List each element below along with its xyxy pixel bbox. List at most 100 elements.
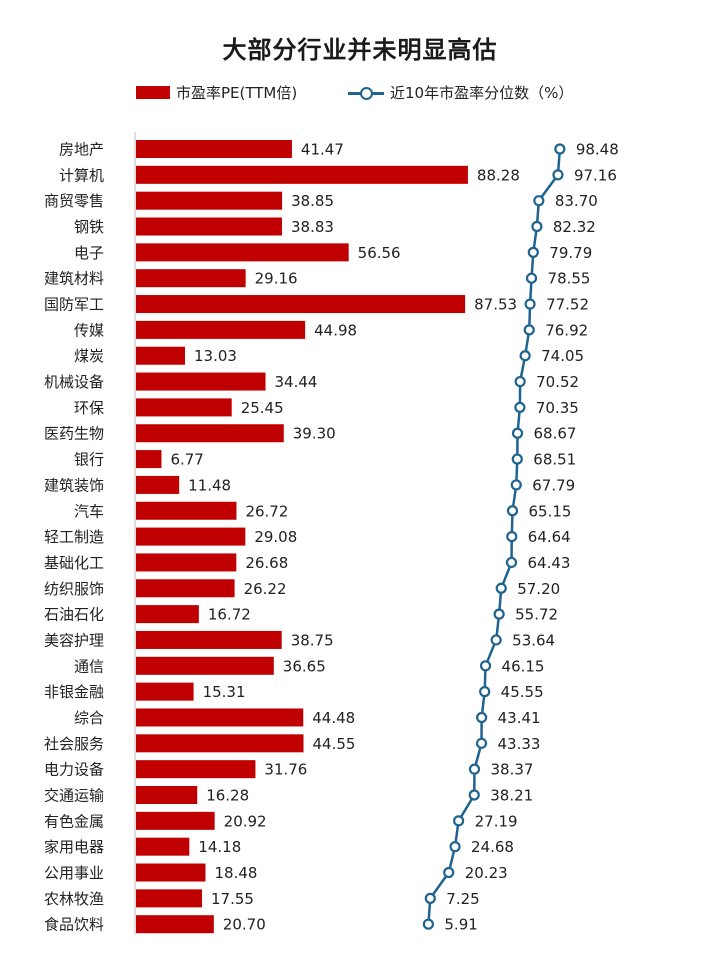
- percentile-marker: [506, 505, 519, 517]
- percentile-value-label: 70.35: [536, 399, 579, 417]
- pe-bar: [136, 708, 304, 727]
- pe-value-label: 14.18: [198, 838, 241, 856]
- pe-value-label: 25.45: [241, 399, 284, 417]
- category-label: 家用电器: [44, 838, 104, 856]
- pe-value-label: 6.77: [170, 451, 203, 469]
- percentile-value-label: 67.79: [532, 476, 575, 494]
- percentile-marker: [490, 634, 502, 646]
- pe-value-label: 16.72: [208, 606, 251, 624]
- percentile-marker: [493, 608, 505, 620]
- pe-value-label: 34.44: [274, 373, 317, 391]
- category-label: 公用事业: [44, 864, 104, 882]
- category-label: 传媒: [74, 321, 104, 339]
- pe-value-label: 38.85: [291, 192, 334, 210]
- percentile-marker: [525, 272, 538, 284]
- legend-label-pe: 市盈率PE(TTM倍): [176, 84, 298, 102]
- pe-value-label: 26.72: [245, 502, 288, 520]
- pe-value-label: 38.75: [291, 631, 334, 649]
- percentile-value-label: 45.55: [501, 683, 544, 701]
- legend: 市盈率PE(TTM倍) 近10年市盈率分位数（%）: [0, 82, 720, 104]
- pe-bar: [136, 786, 198, 804]
- pe-bar: [136, 295, 466, 314]
- percentile-value-label: 43.41: [498, 709, 541, 727]
- percentile-marker: [514, 401, 526, 413]
- pe-value-label: 44.55: [313, 735, 356, 753]
- pe-bar: [136, 217, 283, 236]
- percentile-value-label: 43.33: [498, 735, 541, 753]
- pe-bar: [136, 191, 283, 210]
- percentile-marker: [510, 479, 522, 491]
- pe-value-label: 41.47: [301, 141, 344, 159]
- category-label: 机械设备: [44, 373, 104, 391]
- percentile-marker: [468, 789, 480, 801]
- pe-bar: [136, 656, 274, 675]
- category-label: 钢铁: [74, 218, 104, 236]
- percentile-marker: [533, 195, 545, 207]
- legend-bar-swatch: [136, 86, 170, 99]
- pe-value-label: 20.70: [223, 916, 266, 934]
- percentile-value-label: 46.15: [502, 657, 545, 675]
- pe-bar: [136, 863, 206, 882]
- pe-value-label: 87.53: [474, 296, 517, 314]
- pe-bar: [136, 915, 214, 934]
- percentile-value-label: 5.91: [444, 916, 477, 934]
- percentile-marker: [531, 220, 543, 233]
- category-label: 房地产: [59, 141, 104, 159]
- category-label: 石油石化: [44, 606, 104, 624]
- percentile-value-label: 27.19: [475, 812, 518, 830]
- pe-bar: [136, 682, 194, 701]
- pe-value-label: 56.56: [358, 244, 401, 262]
- category-label: 环保: [74, 399, 104, 417]
- pe-bar: [136, 140, 292, 158]
- pe-bar: [136, 269, 246, 288]
- percentile-value-label: 65.15: [529, 502, 572, 520]
- percentile-marker: [443, 866, 455, 879]
- pe-bar: [136, 837, 190, 856]
- percentile-value-label: 76.92: [545, 321, 588, 339]
- percentile-value-label: 24.68: [471, 838, 514, 856]
- legend-line-swatch: [348, 86, 384, 100]
- category-label: 银行: [74, 451, 104, 469]
- pe-bar: [136, 346, 185, 365]
- percentile-value-label: 68.67: [534, 425, 577, 443]
- category-label: 电子: [74, 244, 104, 262]
- pe-bar: [136, 475, 180, 494]
- pe-value-label: 38.83: [291, 218, 334, 236]
- category-label: 通信: [74, 657, 104, 675]
- pe-value-label: 31.76: [264, 761, 307, 779]
- pe-bar: [136, 579, 235, 598]
- pe-bar: [136, 811, 215, 830]
- pe-value-label: 26.68: [245, 554, 288, 572]
- category-label: 综合: [74, 709, 104, 727]
- pe-value-label: 29.16: [255, 270, 298, 288]
- category-label: 煤炭: [74, 347, 104, 365]
- percentile-marker: [506, 530, 518, 543]
- category-label: 建筑材料: [44, 270, 104, 288]
- pe-value-label: 11.48: [188, 476, 231, 494]
- percentile-value-label: 98.48: [576, 141, 619, 159]
- category-label: 有色金属: [44, 812, 104, 830]
- percentile-value-label: 64.43: [527, 554, 570, 572]
- percentile-marker: [554, 143, 566, 155]
- percentile-marker: [514, 375, 526, 388]
- pe-value-label: 44.98: [314, 321, 357, 339]
- percentile-value-label: 78.55: [548, 270, 591, 288]
- category-label: 商贸零售: [44, 192, 104, 210]
- pe-value-label: 20.92: [224, 812, 267, 830]
- pe-bar: [136, 243, 349, 262]
- pe-value-label: 16.28: [206, 787, 249, 805]
- percentile-marker: [505, 556, 518, 569]
- percentile-marker: [479, 660, 492, 672]
- pe-bar: [136, 527, 246, 546]
- percentile-marker: [519, 350, 531, 362]
- pe-bar: [136, 320, 306, 339]
- percentile-value-label: 55.72: [515, 606, 558, 624]
- category-label: 轻工制造: [44, 528, 104, 546]
- pe-bar: [136, 760, 256, 779]
- pe-value-label: 88.28: [477, 166, 520, 184]
- percentile-value-label: 83.70: [555, 192, 598, 210]
- category-label: 建筑装饰: [44, 476, 104, 494]
- percentile-marker: [523, 324, 535, 336]
- legend-item-percentile: 近10年市盈率分位数（%）: [348, 82, 573, 103]
